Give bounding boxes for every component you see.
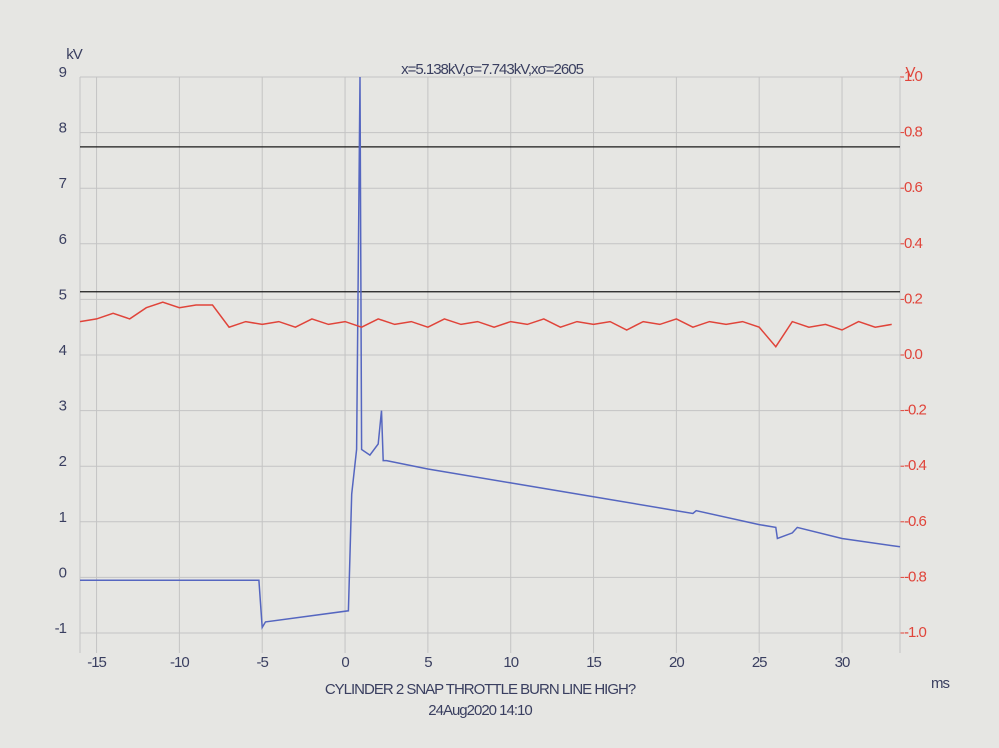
x-tick-label: 10	[503, 654, 518, 671]
y2-tick-label: -1.0	[904, 624, 927, 641]
x-tick-label: 5	[424, 654, 432, 671]
y-tick-label: 6	[59, 231, 67, 248]
y-axis-unit: kV	[66, 46, 83, 63]
y-tick-label: 2	[59, 453, 67, 470]
y-tick-label: 5	[59, 286, 67, 303]
x-tick-label: 15	[586, 654, 601, 671]
x-tick-label: 30	[835, 654, 850, 671]
x-axis-unit: ms	[931, 675, 949, 692]
y2-tick-label: -0.4	[904, 457, 927, 474]
caption: CYLINDER 2 SNAP THROTTLE BURN LINE HIGH?	[325, 681, 636, 698]
y2-axis-unit: V	[905, 64, 915, 81]
x-tick-label: 25	[752, 654, 767, 671]
x-tick-label: 0	[341, 654, 349, 671]
x-tick-label: -15	[87, 654, 106, 671]
y2-tick-label: 1.0	[904, 68, 923, 85]
x-tick-label: -10	[170, 654, 189, 671]
y2-tick-label: 0.6	[904, 179, 923, 196]
y2-tick-label: 0.8	[904, 124, 923, 141]
x-tick-label: 20	[669, 654, 684, 671]
series-line	[80, 76, 901, 630]
timestamp: 24Aug2020 14:10	[428, 702, 532, 719]
y2-tick-label: 0.4	[904, 235, 923, 252]
y2-tick-label: 0.0	[904, 346, 923, 363]
y-tick-label: 7	[59, 175, 67, 192]
series-line	[79, 301, 892, 348]
y-tick-label: 1	[59, 509, 67, 526]
y2-tick-label: -0.8	[904, 568, 927, 585]
y-tick-label: 0	[59, 564, 67, 581]
y2-tick-label: 0.2	[904, 290, 923, 307]
y-tick-label: -1	[55, 620, 67, 637]
y-tick-label: 3	[59, 398, 67, 415]
y2-tick-label: -0.6	[904, 513, 927, 530]
y-tick-label: 8	[59, 120, 67, 137]
y-tick-label: 9	[59, 64, 67, 81]
chart-title: x=5.138kV,σ=7.743kV,xσ=2605	[401, 61, 583, 78]
y-tick-label: 4	[59, 342, 67, 359]
y2-tick-label: -0.2	[904, 402, 927, 419]
x-tick-label: -5	[257, 654, 269, 671]
